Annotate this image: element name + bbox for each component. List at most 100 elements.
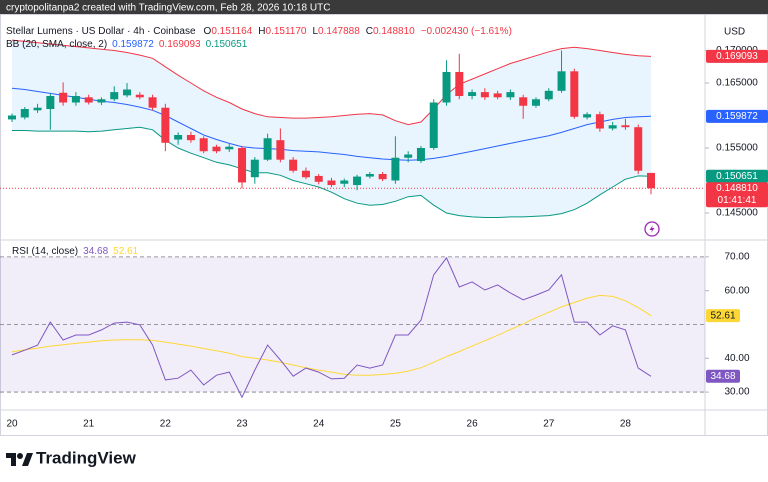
candle-body bbox=[314, 175, 323, 182]
candle-body bbox=[186, 135, 195, 141]
candle-body bbox=[97, 99, 106, 103]
candle-body bbox=[263, 138, 272, 160]
bb-legend-value: 0.159872 bbox=[112, 39, 154, 50]
candle-body bbox=[506, 92, 515, 98]
rsi-value-label: 52.61 bbox=[710, 310, 735, 321]
candle-body bbox=[353, 176, 362, 186]
candle-body bbox=[493, 93, 502, 98]
candle-body bbox=[544, 90, 553, 100]
ohlc-key: L bbox=[312, 26, 318, 37]
bb-value-label: 0.150651 bbox=[716, 171, 758, 182]
candle-body bbox=[59, 92, 68, 103]
candle-body bbox=[429, 102, 438, 148]
ohlc-value: 0.147888 bbox=[318, 26, 360, 37]
rsi-value-box bbox=[706, 369, 740, 383]
candle-body bbox=[148, 97, 157, 108]
y-tick-label: 40.00 bbox=[724, 353, 749, 364]
ohlc-value: 0.151170 bbox=[266, 26, 307, 37]
rsi-line bbox=[11, 294, 652, 376]
change-value: −0.002430 (−1.61%) bbox=[421, 26, 512, 37]
tradingview-logo bbox=[6, 453, 33, 466]
bb-legend-value: 0.169093 bbox=[159, 39, 201, 50]
bb-value-label-box bbox=[706, 49, 768, 63]
candle-body bbox=[250, 159, 259, 178]
price-pane bbox=[8, 39, 655, 218]
header-text: cryptopolitanpa2 created with TradingVie… bbox=[6, 3, 330, 14]
candle-body bbox=[212, 146, 221, 152]
rsi-legend-value: 52.61 bbox=[113, 246, 138, 257]
x-tick-label: 24 bbox=[313, 419, 325, 430]
x-tick-label: 28 bbox=[620, 419, 632, 430]
y-tick-label: 0.155000 bbox=[716, 143, 758, 154]
candle-body bbox=[161, 107, 170, 143]
x-tick-label: 23 bbox=[236, 419, 248, 430]
candle-body bbox=[135, 94, 144, 98]
header-bar bbox=[0, 0, 768, 14]
candle-body bbox=[8, 115, 16, 120]
candle-body bbox=[71, 96, 80, 103]
y-tick-label: 0.145000 bbox=[716, 208, 758, 219]
bb-value-label-box bbox=[706, 169, 768, 183]
symbol-legend: Stellar Lumens · US Dollar · 4h · Coinba… bbox=[6, 26, 512, 37]
candle-body bbox=[225, 146, 234, 150]
rsi-name: RSI (14, close) bbox=[12, 246, 78, 257]
bb-name: BB (20, SMA, close, 2) bbox=[6, 39, 107, 50]
rsi-legend: RSI (14, close) 34.68 52.61 bbox=[12, 246, 139, 257]
x-tick-label: 25 bbox=[390, 419, 402, 430]
candle-body bbox=[519, 97, 528, 106]
bb-legend-value: 0.150651 bbox=[206, 39, 248, 50]
candle-body bbox=[199, 138, 208, 152]
candle-body bbox=[378, 173, 387, 180]
candle-body bbox=[608, 125, 617, 129]
last-price-label: 0.148810 bbox=[716, 183, 758, 194]
bb-value-label: 0.159872 bbox=[716, 111, 758, 122]
footer-brand: TradingView bbox=[36, 448, 137, 467]
candle-body bbox=[46, 96, 55, 110]
lightning-icon[interactable] bbox=[644, 221, 660, 237]
candle-body bbox=[455, 71, 464, 97]
x-tick-label: 22 bbox=[160, 419, 172, 430]
countdown-label: 01:41:41 bbox=[718, 195, 757, 206]
candle-body bbox=[301, 170, 310, 178]
y-tick-label: 70.00 bbox=[724, 252, 749, 263]
ohlc-key: C bbox=[366, 26, 373, 37]
ohlc-key: O bbox=[204, 26, 212, 37]
y-tick-label: 0.165000 bbox=[716, 78, 758, 89]
bb-line bbox=[11, 87, 652, 161]
candle-body bbox=[110, 92, 119, 100]
ohlc-value: 0.148810 bbox=[373, 26, 415, 37]
y-tick-label: 60.00 bbox=[724, 285, 749, 296]
candle-body bbox=[583, 114, 592, 118]
bb-fill bbox=[12, 40, 651, 218]
last-price-box bbox=[706, 182, 768, 208]
rsi-pane bbox=[0, 256, 705, 399]
candle-body bbox=[33, 107, 42, 111]
candle-body bbox=[276, 140, 285, 160]
candle-body bbox=[327, 180, 336, 186]
candle-body bbox=[416, 147, 425, 161]
rsi-value-box bbox=[706, 309, 740, 323]
candle-body bbox=[480, 92, 489, 98]
symbol-name: Stellar Lumens · US Dollar · 4h · Coinba… bbox=[6, 26, 196, 37]
candle-body bbox=[404, 154, 413, 158]
candle-body bbox=[531, 99, 540, 106]
candle-body bbox=[289, 159, 298, 171]
bb-value-label-box bbox=[706, 109, 768, 123]
candle-body bbox=[174, 135, 183, 140]
candle-body bbox=[634, 127, 643, 171]
rsi-value-label: 34.68 bbox=[710, 371, 735, 382]
candle-body bbox=[365, 173, 374, 177]
candle-body bbox=[84, 97, 93, 103]
candle-body bbox=[647, 172, 655, 189]
candle-body bbox=[238, 147, 247, 183]
bb-line bbox=[11, 39, 652, 126]
bb-legend: BB (20, SMA, close, 2) 0.159872 0.169093 0.… bbox=[6, 39, 248, 50]
candle-body bbox=[621, 125, 630, 128]
rsi-line bbox=[11, 256, 652, 399]
candle-body bbox=[570, 71, 579, 117]
candle-body bbox=[468, 92, 477, 97]
ohlc-value: 0.151164 bbox=[211, 26, 252, 37]
candle-body bbox=[557, 71, 566, 91]
